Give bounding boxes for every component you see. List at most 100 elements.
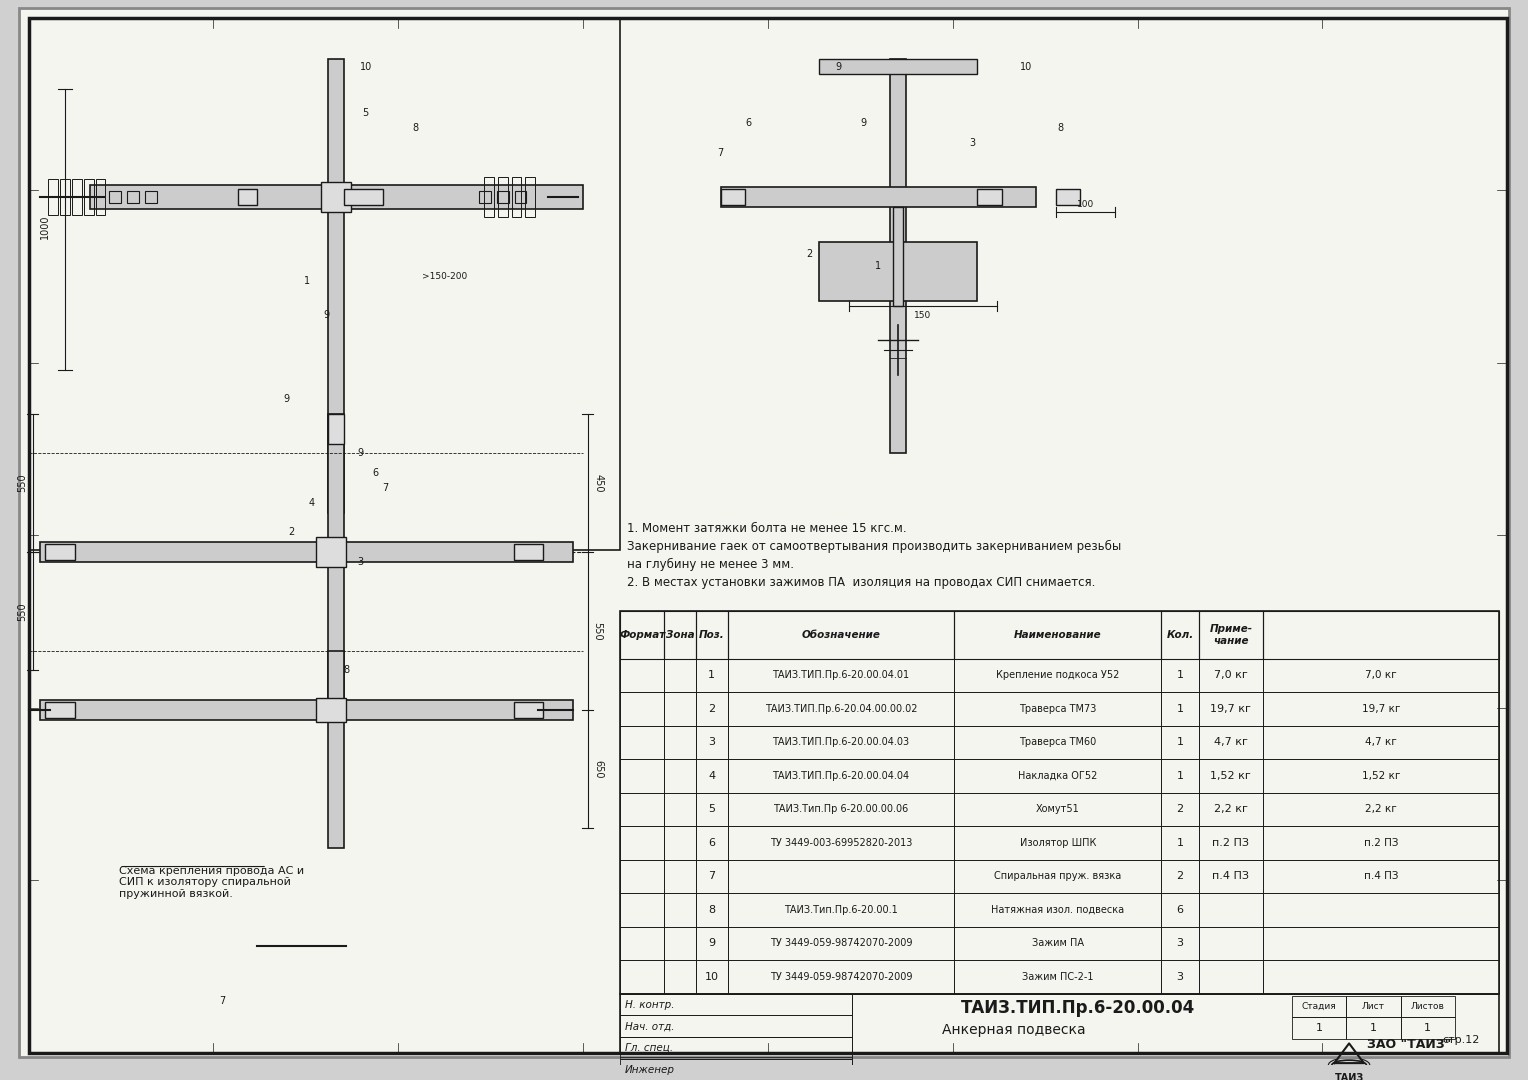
Bar [1346,1017,1401,1039]
Bar [344,189,384,205]
Bar [1262,759,1499,793]
Text: 2. В местах установки зажимов ПА  изоляция на проводах СИП снимается.: 2. В местах установки зажимов ПА изоляци… [626,576,1096,589]
Bar [484,177,494,217]
Ellipse shape [860,148,877,177]
Bar [1161,759,1199,793]
Ellipse shape [154,539,173,565]
Bar [721,189,746,205]
Ellipse shape [426,539,443,565]
Text: Закернивание гаек от самоотвертывания производить закерниванием резьбы: Закернивание гаек от самоотвертывания пр… [626,540,1122,553]
Ellipse shape [327,102,345,116]
Bar [955,659,1161,692]
Text: 5: 5 [362,108,368,119]
Bar [316,698,345,721]
Text: 7: 7 [707,872,715,881]
Ellipse shape [309,187,324,208]
Text: Изолятор ШПК: Изолятор ШПК [1019,838,1096,848]
Text: 1: 1 [876,261,882,271]
Text: Зажим ПА: Зажим ПА [1031,939,1083,948]
Text: Накладка ОГ52: Накладка ОГ52 [1018,771,1097,781]
Bar [49,179,58,215]
Bar [237,189,257,205]
Ellipse shape [81,697,99,723]
Bar [1161,611,1199,659]
Bar [1161,726,1199,759]
Text: 9: 9 [324,310,330,321]
Text: 1: 1 [1177,704,1184,714]
Ellipse shape [451,539,468,565]
Text: 19,7 кг: 19,7 кг [1361,704,1400,714]
Text: 7,0 кг: 7,0 кг [1366,671,1397,680]
Bar [1056,189,1080,205]
Text: 1: 1 [1177,771,1184,781]
Bar [727,659,955,692]
Bar [1161,793,1199,826]
Text: 9: 9 [707,939,715,948]
Ellipse shape [179,697,197,723]
Text: ТАИЗ.ТИП.Пр.6-20.00.04.01: ТАИЗ.ТИП.Пр.6-20.00.04.01 [772,671,909,680]
Bar [819,59,976,73]
Text: ТАИЗ: ТАИЗ [1334,1072,1363,1080]
Bar [727,960,955,994]
Bar [1161,692,1199,726]
Bar [1262,726,1499,759]
Text: 1: 1 [1177,671,1184,680]
Ellipse shape [451,188,466,206]
Bar [727,826,955,860]
Bar [665,960,695,994]
Text: 2,2 кг: 2,2 кг [1365,805,1397,814]
Bar [695,893,727,927]
Text: Н. контр.: Н. контр. [625,1000,674,1010]
Text: Обозначение: Обозначение [802,630,880,639]
Bar [721,187,1036,207]
Bar [620,659,665,692]
Text: 550: 550 [18,474,28,492]
Text: 100: 100 [1077,200,1094,208]
Text: 4,7 кг: 4,7 кг [1365,738,1397,747]
Ellipse shape [741,148,759,177]
Text: ТУ 3449-003-69952820-2013: ТУ 3449-003-69952820-2013 [770,838,912,848]
Text: 7: 7 [382,483,388,492]
Bar [955,927,1161,960]
Text: Зажим ПС-2-1: Зажим ПС-2-1 [1022,972,1094,982]
Bar [1161,826,1199,860]
Bar [620,692,665,726]
Text: Спиральная пруж. вязка: Спиральная пруж. вязка [995,872,1122,881]
Bar [620,1037,851,1058]
Text: 1: 1 [1316,1023,1323,1034]
Bar [1199,927,1262,960]
Ellipse shape [269,187,284,208]
Text: 3: 3 [358,557,364,567]
Bar [329,414,344,710]
Bar [695,759,727,793]
Text: 4: 4 [309,498,315,508]
Text: 3: 3 [969,138,975,148]
Bar [665,927,695,960]
Text: Крепление подкоса У52: Крепление подкоса У52 [996,671,1120,680]
Ellipse shape [327,121,345,135]
Text: Инженер: Инженер [625,1065,675,1075]
Text: 1: 1 [1177,838,1184,848]
Bar [316,537,345,567]
Bar [695,860,727,893]
Text: 550: 550 [18,602,28,621]
Text: п.2 ПЗ: п.2 ПЗ [1365,838,1398,848]
Bar [620,1015,851,1037]
Ellipse shape [376,539,394,565]
Bar [695,826,727,860]
Bar [695,659,727,692]
Bar [1293,1017,1346,1039]
Bar [665,692,695,726]
Bar [727,893,955,927]
Bar [1199,692,1262,726]
Bar [620,726,665,759]
Text: Траверса ТМ73: Траверса ТМ73 [1019,704,1097,714]
Bar [513,544,542,559]
Text: Кол.: Кол. [1166,630,1193,639]
Text: 3: 3 [709,738,715,747]
Ellipse shape [416,188,429,206]
Text: 9: 9 [860,118,866,129]
Bar [72,179,83,215]
Text: 4: 4 [707,771,715,781]
Bar [620,759,665,793]
